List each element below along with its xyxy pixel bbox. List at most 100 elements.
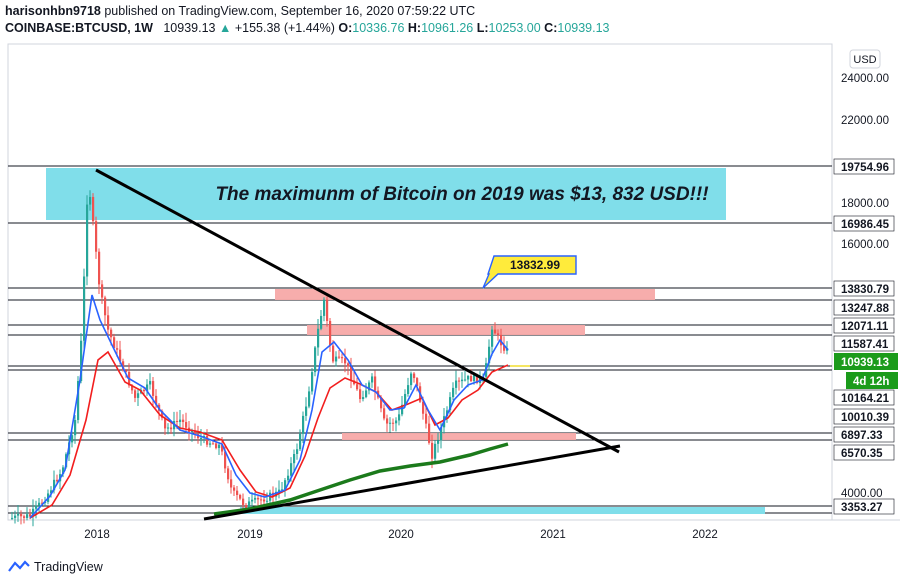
- candle[interactable]: [320, 315, 323, 329]
- publisher-username[interactable]: harisonhbn9718: [5, 4, 101, 18]
- ascending-trendline[interactable]: [203, 444, 621, 521]
- candle[interactable]: [278, 489, 281, 492]
- candle[interactable]: [431, 442, 434, 459]
- candle[interactable]: [329, 320, 332, 346]
- candle[interactable]: [56, 479, 59, 482]
- candle[interactable]: [20, 513, 23, 517]
- candle[interactable]: [296, 449, 299, 454]
- candle[interactable]: [449, 397, 452, 411]
- candle[interactable]: [179, 419, 182, 422]
- candle[interactable]: [350, 366, 353, 381]
- candle[interactable]: [86, 204, 89, 277]
- candle[interactable]: [290, 463, 293, 476]
- candle[interactable]: [455, 380, 458, 388]
- candle[interactable]: [404, 393, 407, 405]
- candle[interactable]: [206, 436, 209, 445]
- candle[interactable]: [389, 422, 392, 424]
- candle[interactable]: [101, 284, 104, 298]
- candle[interactable]: [194, 430, 197, 434]
- candle[interactable]: [209, 443, 212, 445]
- candle[interactable]: [359, 389, 362, 400]
- candle[interactable]: [299, 433, 302, 450]
- candle[interactable]: [287, 475, 290, 481]
- candle[interactable]: [242, 498, 245, 505]
- candle[interactable]: [371, 376, 374, 383]
- currency-button[interactable]: [849, 49, 881, 69]
- candle[interactable]: [338, 356, 341, 358]
- candle[interactable]: [164, 417, 167, 429]
- candle[interactable]: [257, 497, 260, 500]
- candle[interactable]: [368, 382, 371, 391]
- candle[interactable]: [308, 391, 311, 407]
- candle[interactable]: [302, 415, 305, 434]
- candle[interactable]: [365, 390, 368, 398]
- candle[interactable]: [95, 221, 98, 252]
- candle[interactable]: [254, 497, 257, 500]
- candle[interactable]: [218, 444, 221, 449]
- candle[interactable]: [491, 329, 494, 347]
- candle[interactable]: [380, 397, 383, 409]
- candle[interactable]: [347, 363, 350, 367]
- candle[interactable]: [281, 489, 284, 491]
- candle[interactable]: [464, 379, 467, 381]
- candle[interactable]: [422, 401, 425, 414]
- candle[interactable]: [416, 378, 419, 387]
- candle[interactable]: [317, 328, 320, 348]
- candle[interactable]: [29, 514, 32, 517]
- candle[interactable]: [80, 340, 83, 382]
- blue-moving-average[interactable]: [29, 294, 509, 519]
- candle[interactable]: [155, 395, 158, 405]
- candle[interactable]: [251, 499, 254, 502]
- candle[interactable]: [182, 419, 185, 423]
- candle[interactable]: [71, 435, 74, 443]
- candle[interactable]: [41, 502, 44, 504]
- candle[interactable]: [263, 499, 266, 502]
- candle[interactable]: [131, 385, 134, 391]
- candle[interactable]: [17, 513, 20, 516]
- tradingview-logo-icon[interactable]: [8, 560, 30, 575]
- candle[interactable]: [476, 374, 479, 383]
- candle[interactable]: [35, 505, 38, 509]
- candle[interactable]: [176, 420, 179, 422]
- candle[interactable]: [23, 516, 26, 518]
- candle[interactable]: [335, 356, 338, 362]
- candle[interactable]: [137, 393, 140, 398]
- candle[interactable]: [221, 444, 224, 452]
- candle[interactable]: [233, 487, 236, 491]
- candle[interactable]: [311, 372, 314, 392]
- resistance-zone-lower[interactable]: [307, 325, 585, 335]
- candle[interactable]: [413, 373, 416, 379]
- candle[interactable]: [344, 358, 347, 364]
- candle[interactable]: [230, 479, 233, 488]
- candle[interactable]: [362, 397, 365, 400]
- candle[interactable]: [53, 479, 56, 491]
- candle[interactable]: [236, 490, 239, 496]
- candle[interactable]: [62, 467, 65, 475]
- bottom-zone[interactable]: [240, 507, 765, 514]
- plot-area[interactable]: [7, 43, 833, 521]
- candle[interactable]: [410, 373, 413, 386]
- candle[interactable]: [494, 329, 497, 334]
- candle[interactable]: [14, 515, 17, 518]
- candle[interactable]: [434, 443, 437, 459]
- candle[interactable]: [32, 508, 35, 517]
- candle[interactable]: [152, 381, 155, 396]
- candle[interactable]: [161, 410, 164, 418]
- candle[interactable]: [74, 419, 77, 436]
- candle[interactable]: [425, 413, 428, 424]
- candle[interactable]: [110, 329, 113, 338]
- candle[interactable]: [98, 251, 101, 285]
- candle[interactable]: [50, 490, 53, 494]
- candle[interactable]: [284, 480, 287, 490]
- candle[interactable]: [305, 406, 308, 416]
- candle[interactable]: [326, 299, 329, 321]
- candle[interactable]: [266, 500, 269, 502]
- candle[interactable]: [260, 499, 263, 501]
- candle[interactable]: [332, 345, 335, 362]
- candle[interactable]: [428, 423, 431, 443]
- max-banner-box[interactable]: [46, 168, 726, 220]
- candle[interactable]: [440, 427, 443, 441]
- candle[interactable]: [245, 504, 248, 508]
- candle[interactable]: [170, 427, 173, 430]
